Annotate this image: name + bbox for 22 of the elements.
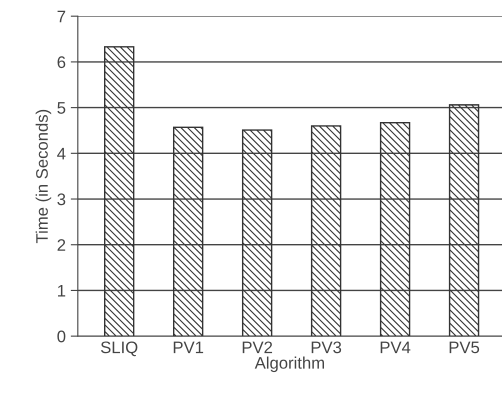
bar [310, 125, 342, 336]
x-tick-label: PV4 [380, 342, 410, 354]
y-tick-label: 7 [58, 10, 66, 22]
bar [242, 129, 272, 336]
bar [448, 104, 480, 336]
y-tick-label: 1 [58, 285, 66, 296]
x-axis-title: Algorithm [254, 356, 324, 372]
y-tick-label: 6 [58, 56, 66, 68]
x-tick-label: SLIQ [100, 341, 138, 356]
x-tick-label: PV2 [242, 341, 272, 354]
y-tick-label: 4 [57, 148, 66, 160]
x-tick-label: PV3 [312, 341, 342, 354]
y-tick-label: 5 [57, 102, 66, 114]
y-tick-label: 2 [58, 239, 66, 251]
y-axis-title: Time (in Seconds) [36, 110, 52, 244]
x-tick-label: PV5 [450, 342, 480, 354]
y-tick-label: 3 [57, 193, 66, 206]
bar [104, 46, 134, 336]
bar [172, 126, 204, 336]
x-tick-label: PV1 [174, 342, 204, 354]
bar [380, 122, 410, 336]
y-tick-label: 0 [57, 330, 66, 342]
